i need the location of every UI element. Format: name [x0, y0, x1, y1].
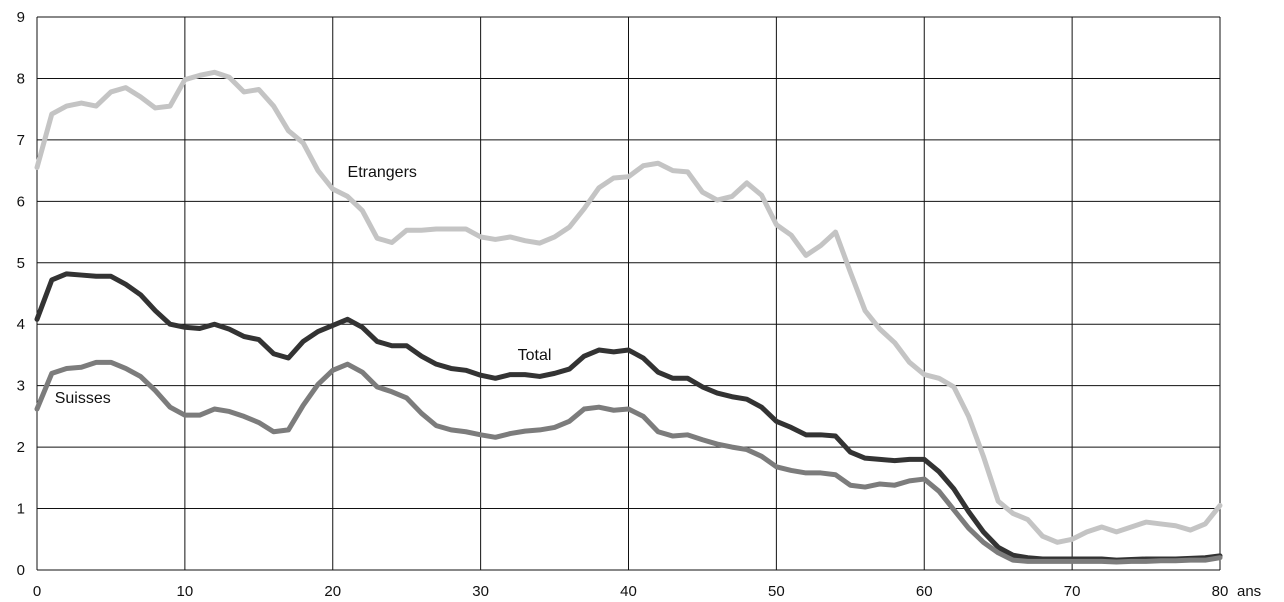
y-tick-label: 9	[17, 9, 25, 26]
y-tick-label: 2	[17, 439, 25, 456]
y-tick-label: 7	[17, 132, 25, 149]
axis-ticks: 0 1 2 3 4 5 6 7 8 9 0 10 20 30 40 50 60 70 80 ans	[17, 9, 1262, 600]
y-tick-label: 3	[17, 378, 25, 395]
y-tick-label: 8	[17, 70, 25, 87]
series-label-etrangers: Etrangers	[348, 164, 417, 181]
x-tick-label: 60	[916, 583, 933, 600]
series-line-suisses	[34, 359, 1223, 565]
series-label-total: Total	[518, 347, 552, 364]
x-tick-label: 30	[472, 583, 489, 600]
x-tick-label: 10	[177, 583, 194, 600]
y-tick-label: 6	[17, 193, 25, 210]
y-tick-label: 5	[17, 255, 25, 272]
x-tick-label: 70	[1064, 583, 1081, 600]
x-tick-label: 40	[620, 583, 637, 600]
series-line-total	[34, 271, 1223, 563]
series-label-suisses: Suisses	[55, 390, 111, 407]
x-tick-label: 80	[1212, 583, 1229, 600]
series-labels: Etrangers Total Suisses	[55, 164, 552, 407]
y-tick-label: 4	[17, 316, 25, 333]
x-tick-label: 0	[33, 583, 41, 600]
x-axis-unit-label: ans	[1237, 583, 1261, 600]
x-tick-label: 20	[324, 583, 341, 600]
series-line-etrangers	[34, 69, 1223, 545]
grid	[36, 16, 1221, 571]
x-tick-label: 50	[768, 583, 785, 600]
series-lines	[34, 69, 1223, 565]
y-tick-label: 1	[17, 501, 25, 518]
y-tick-label: 0	[17, 562, 25, 579]
